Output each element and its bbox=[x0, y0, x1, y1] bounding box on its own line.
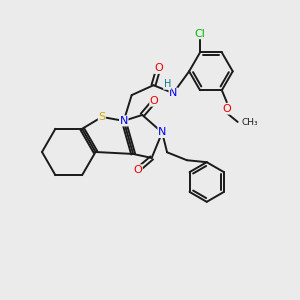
Text: CH₃: CH₃ bbox=[242, 118, 258, 127]
Text: Cl: Cl bbox=[195, 29, 206, 39]
Text: O: O bbox=[150, 96, 158, 106]
Text: N: N bbox=[120, 116, 128, 126]
Text: N: N bbox=[158, 128, 166, 137]
Text: H: H bbox=[164, 79, 171, 89]
Text: N: N bbox=[169, 88, 178, 98]
Text: O: O bbox=[222, 104, 231, 114]
Text: S: S bbox=[98, 112, 106, 122]
Text: O: O bbox=[154, 63, 163, 74]
Text: O: O bbox=[134, 165, 142, 175]
